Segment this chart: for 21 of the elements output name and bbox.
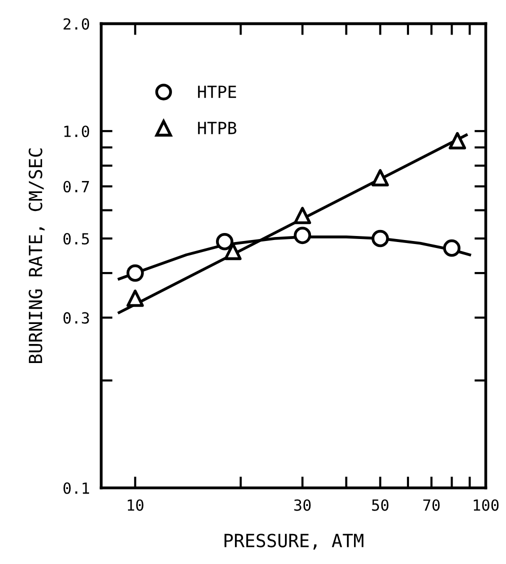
y-tick-label: 0.5 bbox=[63, 232, 89, 245]
point bbox=[216, 232, 234, 250]
x-tick-label: 10 bbox=[128, 499, 144, 511]
x-tick-label: 100 bbox=[474, 499, 499, 511]
y-tick-label: 0.1 bbox=[63, 482, 90, 494]
y-tick-label: 0.3 bbox=[63, 312, 89, 324]
point bbox=[448, 132, 466, 150]
x-tick-label: 50 bbox=[372, 499, 388, 511]
x-tick-label: 30 bbox=[294, 499, 311, 511]
y-axis-title: BURNING RATE, CM/SEC bbox=[28, 148, 45, 364]
legend-label: HTPB bbox=[198, 122, 236, 134]
point bbox=[294, 226, 312, 244]
point bbox=[372, 169, 389, 186]
point bbox=[372, 230, 389, 248]
x-axis-title: PRESSURE, ATM bbox=[224, 534, 364, 550]
y-tick-label: 1.0 bbox=[64, 126, 90, 138]
x-tick-label: 70 bbox=[423, 499, 440, 511]
y-tick-label: 2.0 bbox=[64, 18, 90, 30]
legend-label: HTPE bbox=[198, 86, 236, 98]
point bbox=[294, 206, 312, 224]
y-tick-label: 0.7 bbox=[63, 180, 89, 192]
